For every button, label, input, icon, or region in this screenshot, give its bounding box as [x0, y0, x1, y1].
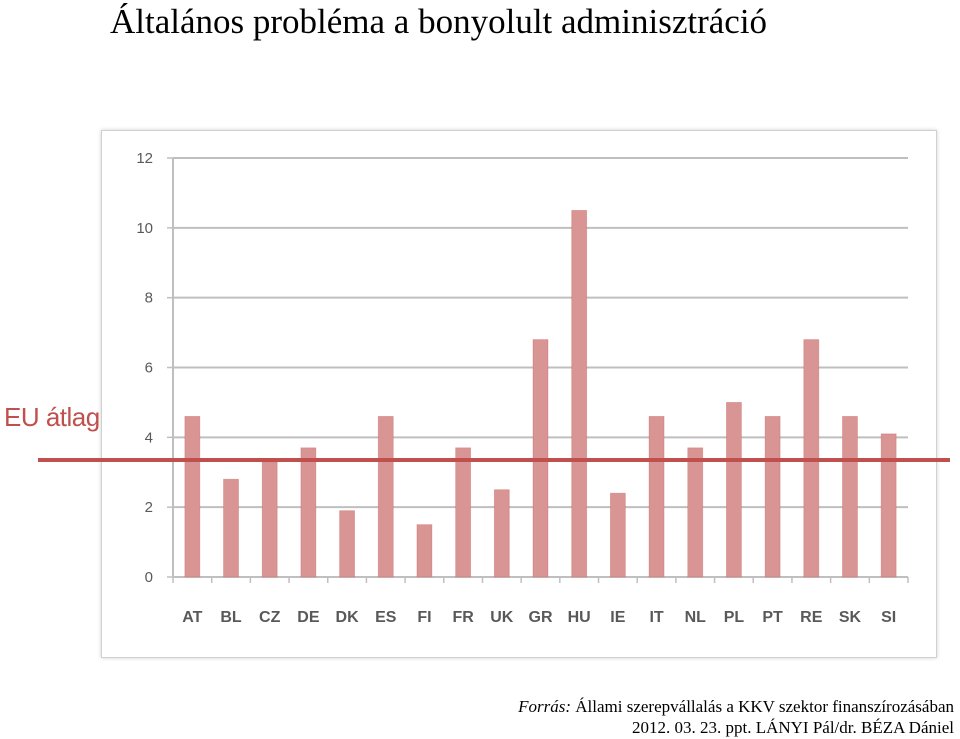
x-tick-label: FR — [452, 609, 474, 626]
x-tick-label: FI — [417, 609, 431, 626]
x-tick-label: IE — [610, 609, 625, 626]
x-tick-label: NL — [685, 609, 707, 626]
x-tick-label: BL — [220, 609, 242, 626]
bar-bl — [223, 478, 239, 578]
bar-si — [880, 433, 897, 578]
y-tick-label: 6 — [145, 360, 153, 377]
bar-hu — [571, 209, 588, 578]
bar-uk — [493, 489, 510, 578]
bar-pl — [726, 402, 742, 578]
bar-it — [648, 415, 665, 578]
y-tick-label: 4 — [145, 429, 153, 446]
x-tick-label: HU — [568, 609, 591, 626]
bar-cz — [261, 461, 278, 578]
bar-fi — [416, 524, 433, 578]
x-tick-label: IT — [649, 609, 663, 626]
y-tick-label: 2 — [145, 499, 153, 516]
x-tick-label: PT — [762, 609, 783, 626]
bar-ie — [609, 492, 626, 578]
y-tick-label: 12 — [136, 150, 153, 167]
bar-pt — [764, 415, 781, 578]
slide-title: Általános probléma a bonyolult adminiszt… — [110, 2, 768, 41]
source-line-2: 2012. 03. 23. ppt. LÁNYI Pál/dr. BÉZA Dá… — [631, 718, 954, 737]
bars — [184, 209, 897, 578]
source-text: Állami szerepvállalás a KKV szektor fina… — [575, 697, 954, 716]
bar-at — [184, 415, 201, 578]
x-tick-label: GR — [529, 609, 553, 626]
bar-dk — [339, 510, 355, 578]
x-tick-label: DE — [297, 609, 320, 626]
chart-frame — [101, 130, 937, 658]
bar-fr — [455, 447, 472, 578]
bar-nl — [687, 447, 704, 578]
x-tick-label: AT — [182, 609, 202, 626]
bar-de — [300, 447, 317, 578]
source-citation: Forrás: Állami szerepvállalás a KKV szek… — [518, 696, 954, 738]
x-tick-label: CZ — [259, 609, 281, 626]
x-tick-label: PL — [724, 609, 745, 626]
y-tick-label: 10 — [136, 220, 153, 237]
bar-sk — [842, 415, 858, 578]
x-tick-label: RE — [800, 609, 823, 626]
x-tick-label: SI — [881, 609, 896, 626]
x-tick-label: SK — [839, 609, 862, 626]
x-tick-label: DK — [336, 609, 360, 626]
source-line-1: Forrás: Állami szerepvállalás a KKV szek… — [518, 696, 954, 717]
x-tick-label: UK — [490, 609, 514, 626]
eu-average-label: EU átlag — [4, 402, 100, 432]
source-prefix: Forrás: — [518, 697, 572, 716]
bar-es — [377, 415, 394, 578]
y-tick-label: 8 — [145, 290, 153, 307]
y-tick-label: 0 — [145, 569, 153, 586]
axis-labels: 0 2 4 6 8 10 12 AT BL CZ DE DK ES FI FR UK GR HU IE IT NL PL P… — [136, 150, 896, 626]
x-tick-label: ES — [375, 609, 397, 626]
